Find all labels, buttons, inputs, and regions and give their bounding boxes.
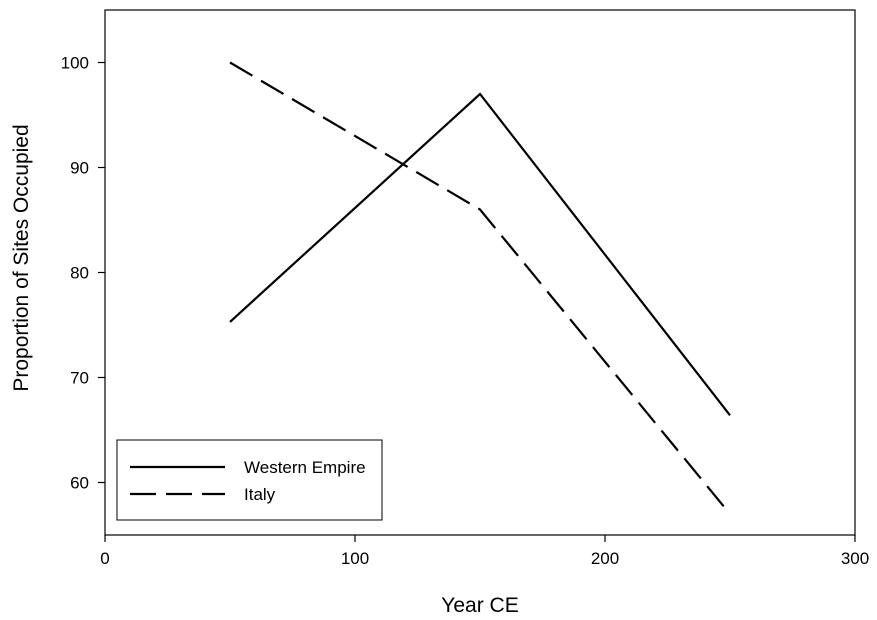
x-tick-label: 100 [341, 549, 369, 568]
series-lines [229, 61, 731, 515]
axis-titles: Year CE Proportion of Sites Occupied [10, 124, 519, 617]
y-tick-label: 70 [70, 369, 89, 388]
series-line-2 [229, 61, 731, 515]
legend: Western Empire Italy [116, 439, 383, 521]
y-tick-label: 100 [61, 54, 89, 73]
x-tick-label: 0 [100, 549, 109, 568]
axis-ticks: 0 100 200 300 60 70 80 90 100 [61, 54, 870, 569]
x-tick-label: 300 [841, 549, 869, 568]
series-line-1 [229, 92, 731, 416]
y-tick-label: 90 [70, 159, 89, 178]
x-axis-title: Year CE [441, 594, 518, 617]
y-tick-label: 60 [70, 474, 89, 493]
legend-label-1: Western Empire [244, 458, 366, 477]
x-tick-label: 200 [591, 549, 619, 568]
legend-box [116, 439, 383, 521]
legend-label-2: Italy [244, 485, 276, 504]
y-axis-title: Proportion of Sites Occupied [10, 124, 33, 391]
y-tick-label: 80 [70, 264, 89, 283]
